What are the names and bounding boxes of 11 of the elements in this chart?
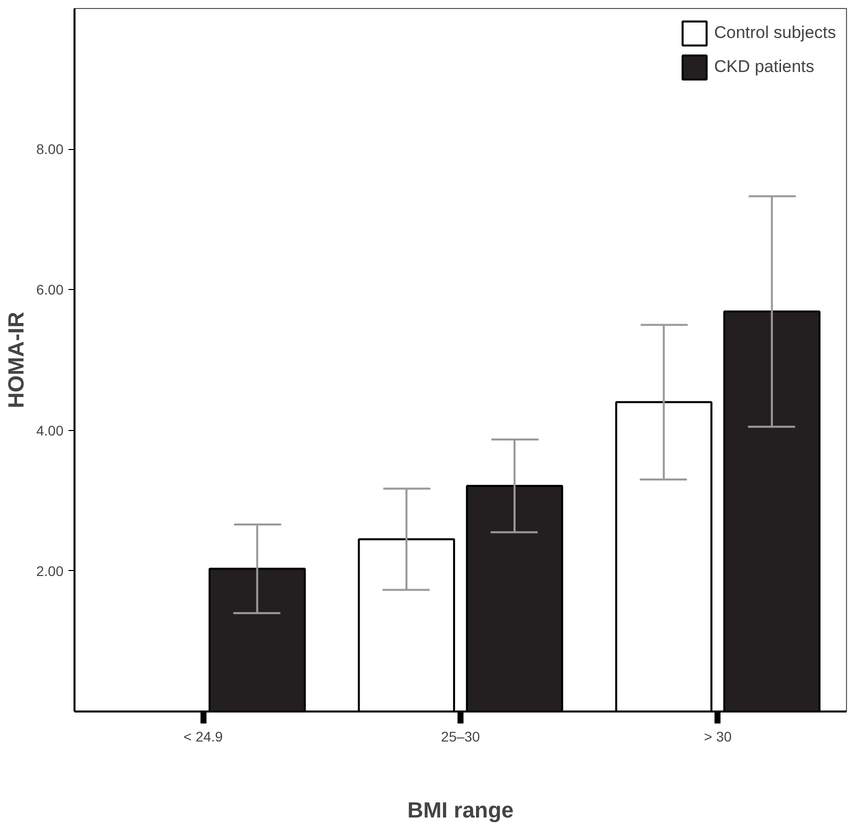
- y-tick-label: 2.00: [36, 562, 64, 579]
- y-axis-title: HOMA-IR: [3, 312, 28, 408]
- legend-label: CKD patients: [714, 57, 814, 77]
- y-tick-label: 6.00: [36, 282, 64, 298]
- legend-label: Control subjects: [714, 23, 836, 43]
- x-tick-label: < 24.9: [184, 728, 224, 744]
- y-tick-label: 4.00: [36, 422, 64, 438]
- y-tick-label: 8.00: [36, 141, 64, 158]
- x-axis-title: BMI range: [407, 798, 514, 822]
- x-tick-label: 25–30: [441, 728, 480, 744]
- x-tick-label: > 30: [704, 728, 732, 744]
